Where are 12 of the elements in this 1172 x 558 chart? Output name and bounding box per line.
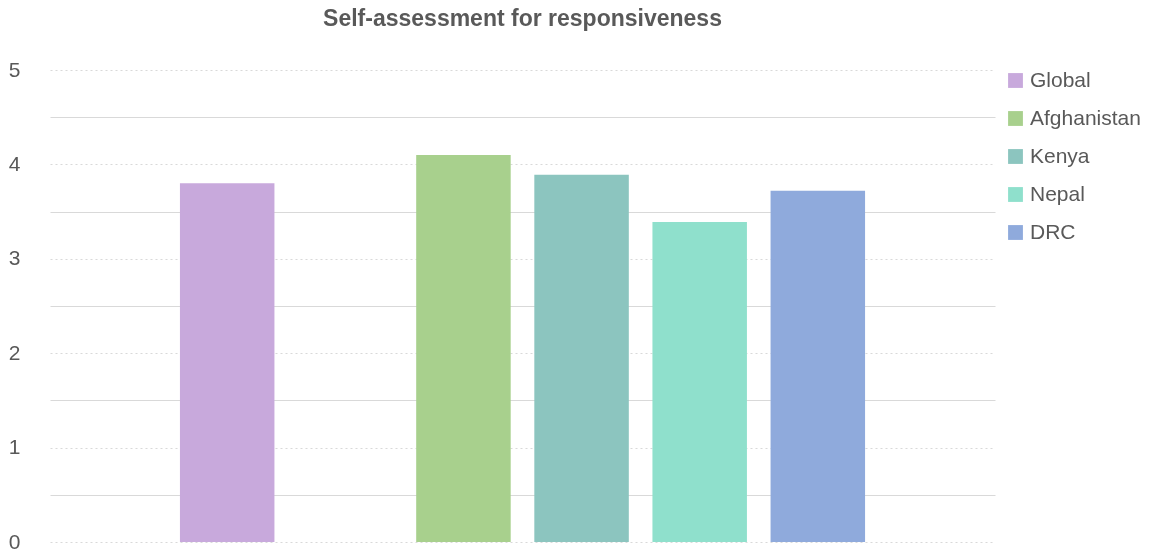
y-tick-label: 3 — [8, 246, 21, 270]
legend-label: DRC — [1030, 219, 1076, 243]
chart-title: Self-assessment for responsiveness — [323, 5, 722, 31]
legend-label: Kenya — [1030, 143, 1090, 167]
y-tick-label: 2 — [8, 340, 21, 364]
y-tick-label: 1 — [8, 435, 21, 459]
legend-label: Nepal — [1030, 181, 1085, 205]
legend-label: Global — [1030, 67, 1091, 91]
legend-label: Afghanistan — [1030, 105, 1141, 129]
y-tick-label: 4 — [8, 151, 21, 175]
y-tick-label: 5 — [8, 57, 21, 81]
y-tick-label: 0 — [8, 529, 21, 553]
